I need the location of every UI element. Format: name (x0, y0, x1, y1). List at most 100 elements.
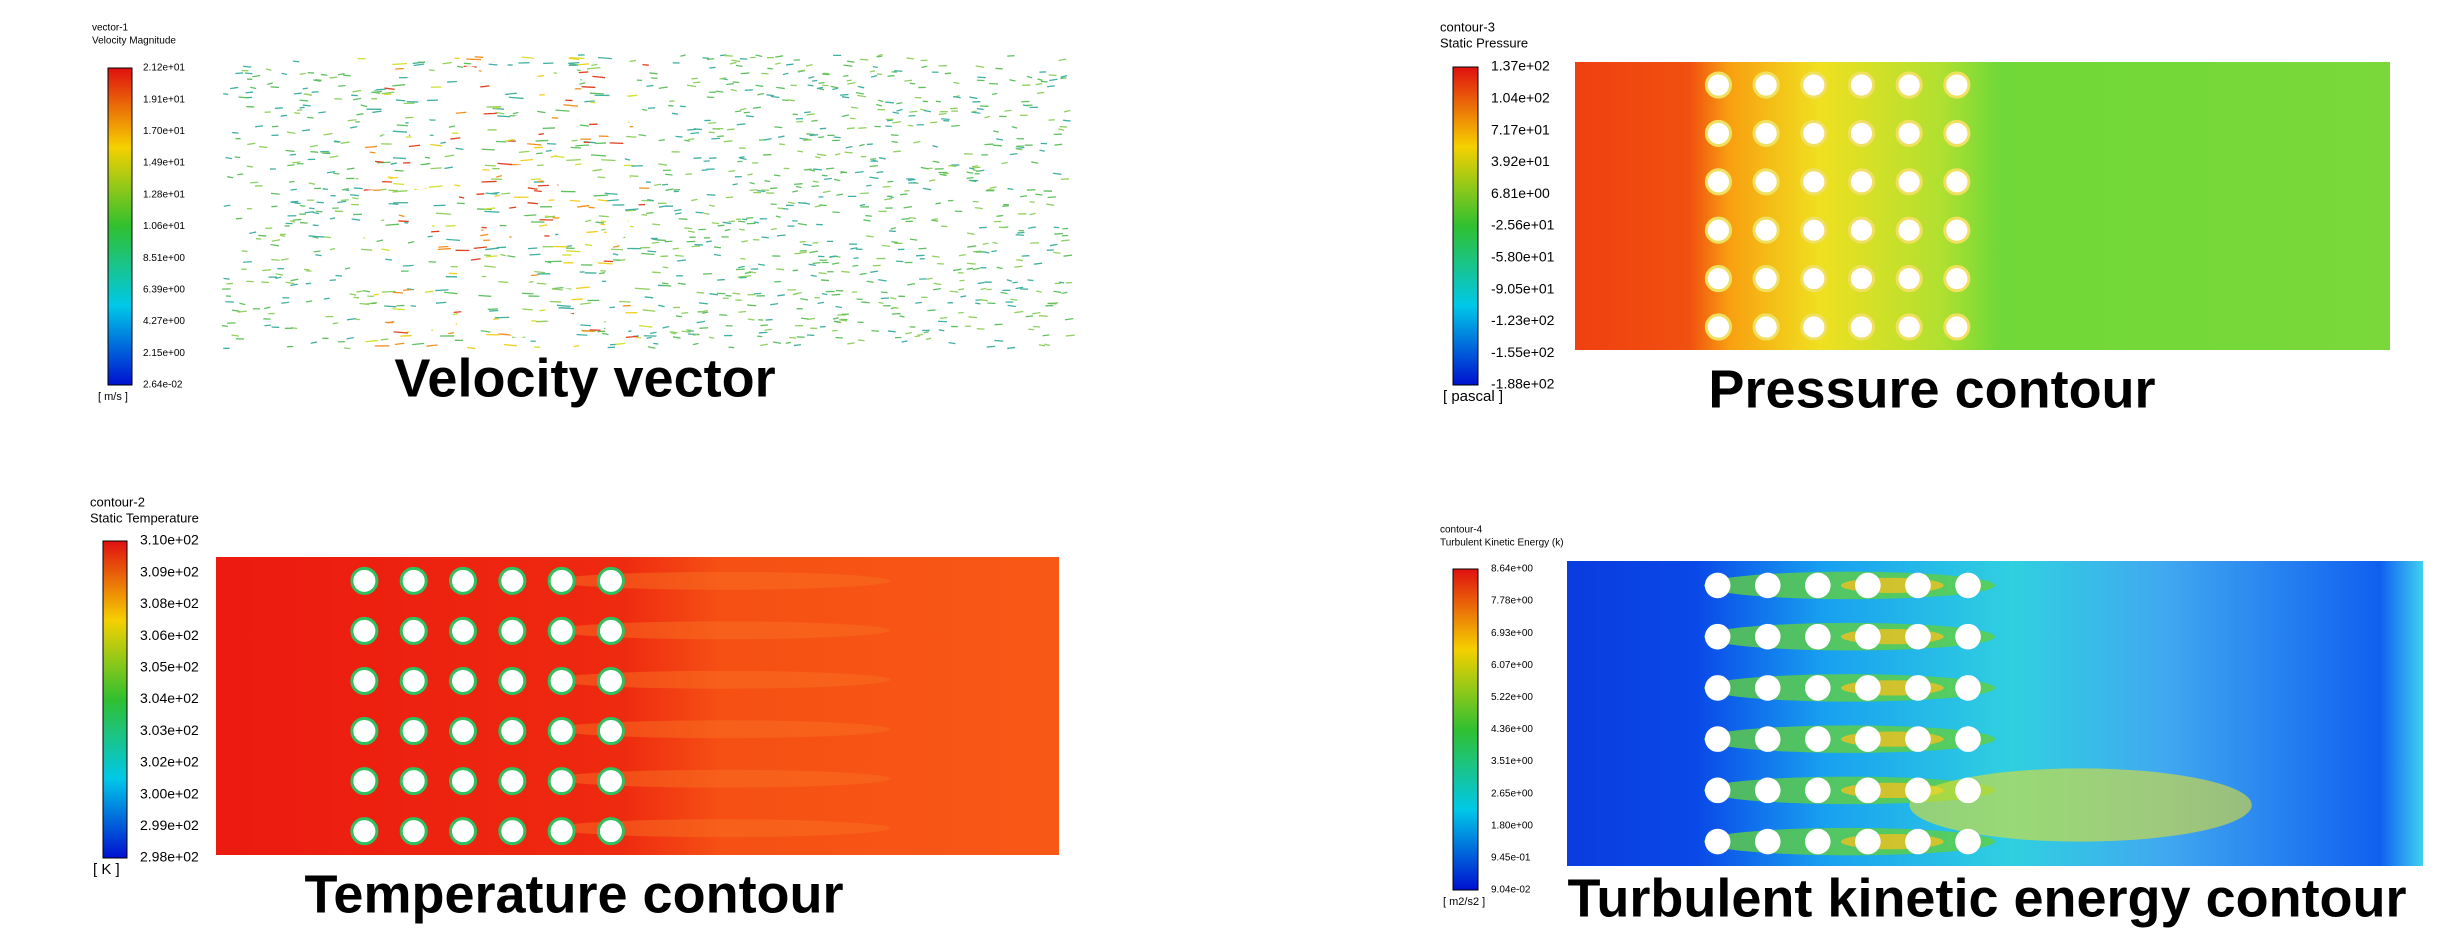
vector-arrow (259, 147, 267, 148)
vector-arrow (738, 312, 746, 313)
vector-arrow (847, 80, 852, 81)
vector-arrow (530, 179, 541, 180)
vector-arrow (820, 128, 826, 129)
vector-arrow (290, 154, 296, 155)
vector-arrow (771, 97, 780, 98)
tube (1802, 73, 1826, 97)
vector-arrow (789, 338, 796, 339)
tube (457, 313, 482, 338)
vector-arrow (572, 140, 578, 141)
vector-arrow (271, 260, 279, 261)
vector-arrow (546, 150, 552, 151)
vector-arrow (1060, 127, 1067, 128)
vector-arrow (718, 225, 725, 226)
tube (1705, 778, 1731, 804)
vector-arrow (665, 174, 672, 175)
vector-arrow (871, 331, 879, 332)
caption: Temperature contour (304, 864, 843, 924)
vector-arrow (675, 255, 684, 256)
legend-unit: [ m2/s2 ] (1443, 896, 1485, 908)
vector-arrow (584, 101, 594, 102)
vector-arrow (977, 109, 984, 110)
tube (556, 313, 581, 338)
tube (605, 264, 630, 289)
vector-arrow (595, 143, 606, 144)
vector-arrow (601, 160, 615, 161)
vector-arrow (843, 75, 848, 76)
vector-arrow (813, 169, 822, 170)
vector-arrow (977, 77, 986, 78)
vector-arrow (534, 191, 542, 192)
vector-arrow (290, 189, 296, 190)
tube (549, 719, 574, 744)
tube (408, 214, 433, 239)
panel: vector-1Velocity Magnitude2.12e+011.91e+… (92, 23, 1075, 409)
tube (358, 116, 383, 141)
tube (1802, 315, 1826, 339)
tube (352, 719, 377, 744)
legend-variable: Velocity Magnitude (92, 36, 176, 47)
vector-arrow (916, 255, 924, 256)
vector-arrow (393, 158, 406, 159)
tube (1945, 218, 1969, 242)
tube (556, 165, 581, 190)
vector-arrow (969, 317, 978, 318)
tube (1802, 218, 1826, 242)
vector-arrow (223, 94, 228, 95)
vector-arrow (357, 291, 363, 292)
vector-arrow (1053, 252, 1060, 253)
tube (1955, 675, 1981, 701)
vector-arrow (877, 56, 882, 57)
vector-arrow (694, 129, 702, 130)
tube (1805, 829, 1831, 855)
vector-arrow (438, 247, 448, 248)
vector-arrow (445, 226, 455, 227)
vector-arrow (575, 164, 581, 165)
legend-label: 1.70e+01 (143, 126, 185, 137)
vector-arrow (235, 73, 243, 74)
tube (1755, 675, 1781, 701)
vector-arrow (679, 219, 688, 220)
tube (408, 313, 433, 338)
tube (1706, 315, 1730, 339)
legend-label: 3.08e+02 (140, 595, 199, 611)
tube (506, 313, 531, 338)
tube (1855, 778, 1881, 804)
vector-arrow (594, 195, 609, 196)
tube (1805, 573, 1831, 599)
field (222, 55, 1066, 349)
vector-arrow (1047, 86, 1055, 87)
vector-arrow (1054, 144, 1062, 145)
vector-arrow (489, 64, 498, 65)
vector-arrow (405, 117, 414, 118)
tube (450, 668, 475, 693)
vector-arrow (870, 166, 878, 167)
tube (1905, 829, 1931, 855)
vector-arrow (271, 193, 280, 194)
vector-arrow (757, 191, 765, 192)
vector-arrow (696, 212, 704, 213)
vector-arrow (996, 216, 1003, 217)
vector-arrow (330, 77, 338, 78)
legend-label: 6.81e+00 (1491, 185, 1550, 201)
legend-label: 4.27e+00 (143, 316, 185, 327)
tube (408, 116, 433, 141)
vector-arrow (309, 236, 318, 237)
tube (450, 719, 475, 744)
legend-label: 1.28e+01 (143, 189, 185, 200)
vector-arrow (989, 83, 998, 84)
vector-arrow (669, 101, 674, 102)
vector-arrow (991, 251, 996, 252)
vector-arrow (538, 76, 544, 77)
tube (1849, 218, 1873, 242)
colorbar (1453, 67, 1478, 385)
vector-arrow (645, 297, 653, 298)
tube (352, 618, 377, 643)
legend-label: 1.49e+01 (143, 158, 185, 169)
legend-variable: Turbulent Kinetic Energy (k) (1440, 538, 1564, 549)
vector-arrow (972, 167, 980, 168)
vector-arrow (901, 219, 909, 220)
tube (408, 264, 433, 289)
tube (1897, 266, 1921, 290)
tube (598, 769, 623, 794)
